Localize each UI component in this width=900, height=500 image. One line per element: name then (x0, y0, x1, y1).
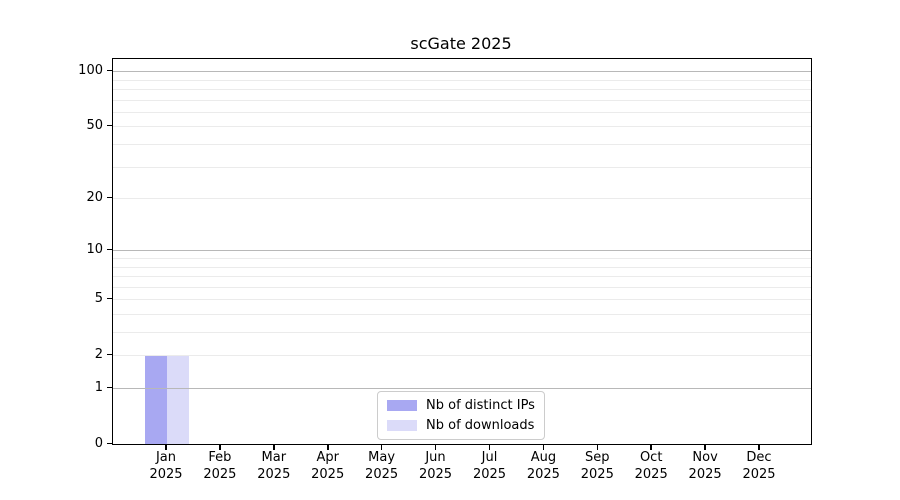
x-tick-year: 2025 (203, 467, 237, 482)
gridline-minor-5 (113, 299, 811, 301)
y-tick-mark-5 (107, 297, 112, 300)
x-tick-label-jun: Jun 2025 (401, 449, 471, 483)
x-tick-month: Mar (261, 450, 287, 465)
chart-title: scGate 2025 (410, 34, 512, 53)
gridline-minor-3 (113, 332, 811, 333)
legend-swatch-distinct-ips (387, 400, 417, 411)
y-tick-mark-1 (107, 386, 112, 388)
x-tick-mark-jan (165, 445, 167, 450)
y-tick-mark-10 (107, 248, 112, 251)
x-tick-mark-feb (219, 445, 221, 450)
x-tick-month: May (368, 450, 396, 465)
x-tick-mark-sep (596, 445, 598, 450)
gridline-minor-50 (113, 126, 811, 128)
gridline-minor-4 (113, 314, 811, 315)
x-tick-label-may: May 2025 (347, 449, 417, 483)
y-tick-mark-50 (107, 124, 112, 127)
x-tick-year: 2025 (365, 467, 399, 482)
x-tick-year: 2025 (742, 467, 776, 482)
y-tick-label-50: 50 (86, 117, 103, 133)
gridline-minor-40 (113, 144, 811, 145)
x-tick-label-mar: Mar 2025 (239, 449, 309, 483)
x-tick-year: 2025 (149, 467, 183, 482)
gridline-major-10 (113, 250, 811, 252)
gridline-minor-90 (113, 79, 811, 81)
x-tick-year: 2025 (418, 467, 453, 482)
gridline-minor-8 (113, 266, 811, 268)
y-tick-label-2: 2 (94, 346, 103, 362)
gridline-minor-80 (113, 89, 811, 90)
y-tick-mark-2 (107, 353, 112, 356)
legend-label-distinct-ips: Nb of distinct IPs (426, 398, 535, 413)
bar-jan-downloads (167, 355, 189, 444)
gridline-minor-60 (113, 111, 811, 113)
x-tick-month: Oct (639, 450, 663, 465)
x-tick-month: Feb (208, 450, 232, 465)
y-tick-label-100: 100 (78, 62, 103, 78)
x-tick-mark-dec (758, 445, 760, 450)
x-tick-month: Aug (530, 450, 557, 465)
x-tick-mark-apr (327, 445, 329, 450)
x-tick-month: Sep (585, 450, 610, 465)
x-tick-mark-nov (704, 445, 706, 450)
gridline-minor-30 (113, 166, 811, 168)
x-tick-label-aug: Aug 2025 (508, 449, 578, 483)
x-tick-year: 2025 (634, 467, 668, 482)
x-tick-label-nov: Nov 2025 (670, 449, 740, 483)
gridline-minor-7 (113, 276, 811, 277)
gridline-minor-9 (113, 258, 811, 259)
x-tick-mark-jun (434, 445, 437, 450)
legend-item-distinct-ips: Nb of distinct IPs (387, 398, 535, 413)
x-tick-mark-aug (542, 445, 545, 450)
x-tick-mark-may (380, 445, 383, 450)
x-tick-year: 2025 (311, 467, 345, 482)
gridline-minor-6 (113, 286, 811, 288)
x-tick-month: Jul (481, 450, 498, 465)
gridline-minor-2 (113, 355, 811, 357)
gridline-major-1 (113, 388, 811, 389)
x-tick-label-apr: Apr 2025 (293, 449, 363, 483)
y-tick-mark-100 (107, 69, 112, 72)
x-tick-label-oct: Oct 2025 (616, 449, 686, 483)
legend-swatch-downloads (387, 420, 417, 431)
y-tick-label-20: 20 (86, 189, 103, 205)
x-tick-year: 2025 (688, 467, 722, 482)
x-tick-month: Apr (316, 450, 339, 465)
y-tick-label-1: 1 (94, 379, 103, 395)
x-tick-month: Jun (425, 450, 446, 465)
legend-label-downloads: Nb of downloads (426, 418, 535, 433)
x-tick-label-jan: Jan 2025 (131, 449, 201, 483)
plot-area: Nb of distinct IPs Nb of downloads (112, 58, 812, 445)
x-tick-month: Jan (155, 450, 177, 465)
gridline-minor-20 (113, 198, 811, 200)
gridline-major-100 (113, 71, 811, 73)
x-tick-month: Nov (692, 450, 718, 465)
x-tick-label-feb: Feb 2025 (185, 449, 255, 483)
x-tick-mark-oct (650, 445, 652, 450)
x-tick-year: 2025 (526, 467, 560, 482)
x-tick-label-sep: Sep 2025 (562, 449, 632, 483)
gridline-minor-70 (113, 99, 811, 101)
x-tick-mark-jul (488, 445, 491, 450)
x-tick-label-dec: Dec 2025 (724, 449, 794, 483)
legend-item-downloads: Nb of downloads (387, 418, 535, 433)
x-tick-year: 2025 (472, 467, 507, 482)
x-tick-year: 2025 (580, 467, 614, 482)
bar-jan-distinct-ips (145, 355, 167, 444)
y-tick-mark-0 (107, 442, 112, 444)
y-tick-label-0: 0 (94, 435, 103, 451)
x-tick-mark-mar (273, 445, 275, 450)
x-tick-year: 2025 (257, 467, 291, 482)
y-tick-mark-20 (107, 196, 112, 199)
legend: Nb of distinct IPs Nb of downloads (377, 391, 545, 440)
x-tick-label-jul: Jul 2025 (455, 449, 525, 483)
y-tick-label-10: 10 (86, 241, 103, 257)
x-tick-month: Dec (746, 450, 772, 465)
y-tick-label-5: 5 (94, 290, 103, 306)
